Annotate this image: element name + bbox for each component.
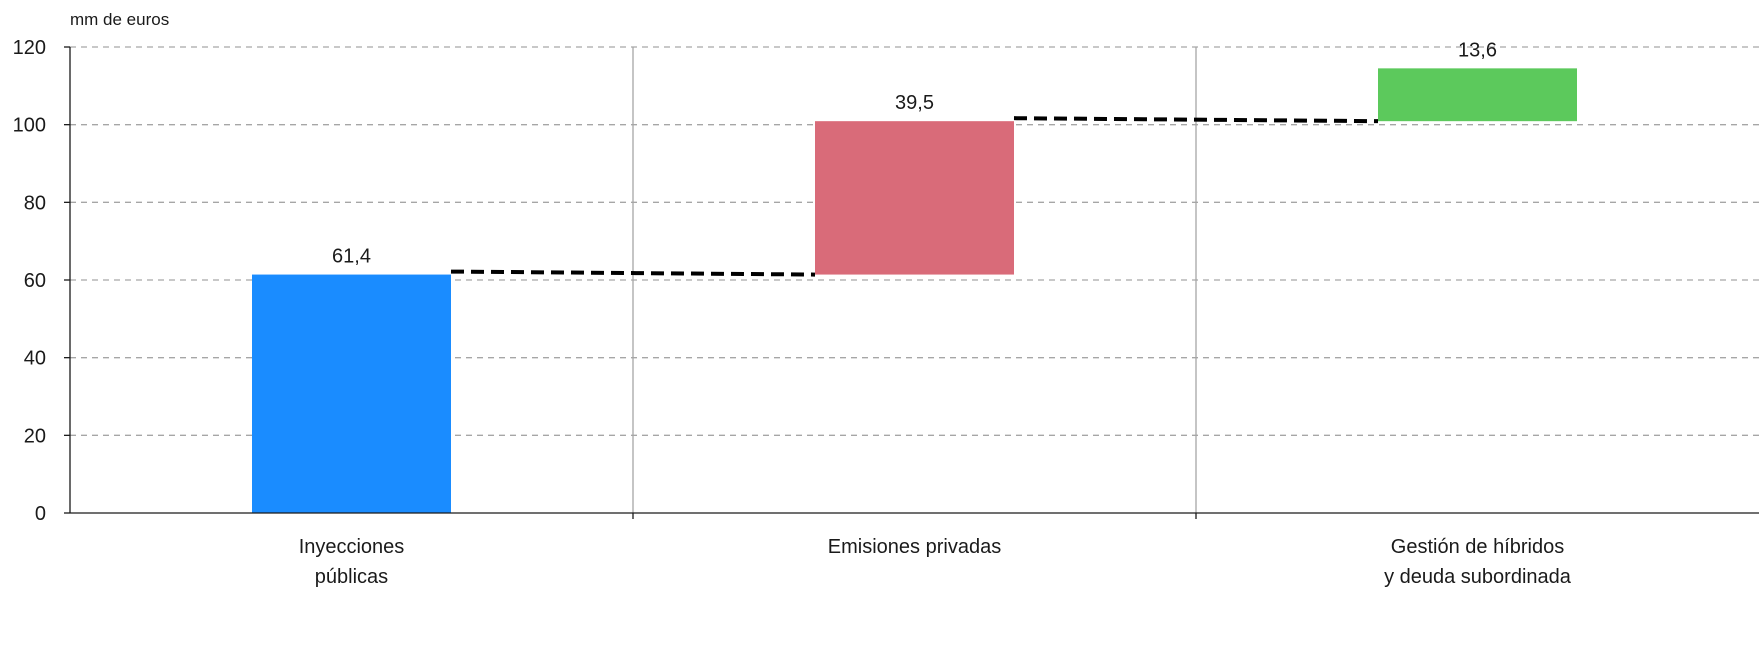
category-labels: Inyecciones públicas Emisiones privadas Ges… [299, 536, 1572, 588]
connectors [450, 116, 1379, 277]
category-label-3: Gestión de híbridos y deuda subordinada [1384, 536, 1572, 588]
y-tick-label-20: 20 [24, 425, 46, 447]
bar-2 [815, 121, 1014, 275]
data-label-3: 13,6 [1458, 39, 1497, 61]
y-tick-label-80: 80 [24, 192, 46, 214]
y-tick-label-100: 100 [13, 115, 46, 137]
data-label-2: 39,5 [895, 92, 934, 114]
y-tick-label-40: 40 [24, 348, 46, 370]
y-tick-label-120: 120 [13, 37, 46, 59]
data-label-1: 61,4 [332, 246, 371, 268]
connector-1 [450, 269, 816, 277]
connector-2 [1013, 116, 1379, 124]
unit-label: mm de euros [70, 10, 169, 29]
bar-1 [252, 274, 451, 513]
category-dividers [632, 47, 1197, 513]
y-tick-label-0: 0 [35, 503, 46, 525]
bars [252, 68, 1577, 513]
data-labels: 61,4 39,5 13,6 [332, 39, 1497, 267]
bar-3 [1378, 68, 1577, 122]
category-label-2: Emisiones privadas [828, 536, 1001, 558]
category-label-1: Inyecciones públicas [299, 536, 405, 588]
y-tick-labels: 0 20 40 60 80 100 120 [13, 37, 46, 525]
axes [64, 46, 1759, 519]
y-tick-label-60: 60 [24, 270, 46, 292]
